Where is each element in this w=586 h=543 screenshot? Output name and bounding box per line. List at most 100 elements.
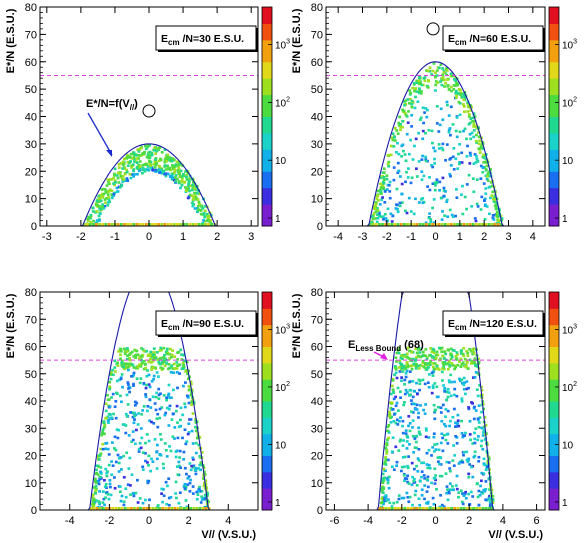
heatmap-cell bbox=[384, 494, 388, 497]
heatmap-cell bbox=[433, 157, 436, 161]
heatmap-cell bbox=[136, 148, 140, 151]
heatmap-cell bbox=[404, 375, 408, 379]
heatmap-cell bbox=[165, 406, 169, 410]
x-tick-label: -4 bbox=[333, 231, 343, 243]
heatmap-cell bbox=[427, 448, 431, 452]
y-axis-title: E*/N (E.S.U.) bbox=[291, 8, 303, 73]
heatmap-cell bbox=[186, 377, 190, 381]
heatmap-cell bbox=[466, 460, 470, 464]
heatmap-cell bbox=[385, 477, 389, 481]
heatmap-cell bbox=[405, 352, 409, 356]
heatmap-cell bbox=[435, 442, 439, 446]
heatmap-cell bbox=[470, 105, 473, 109]
heatmap-cell bbox=[404, 159, 408, 163]
heatmap-cell bbox=[451, 123, 455, 126]
heatmap-cell bbox=[155, 417, 159, 420]
heatmap-cell bbox=[470, 465, 473, 469]
heatmap-cell bbox=[431, 165, 435, 169]
heatmap-cell bbox=[200, 212, 204, 216]
heatmap-cell bbox=[191, 188, 194, 192]
heatmap-cell bbox=[462, 129, 465, 133]
heatmap-cell bbox=[134, 491, 138, 495]
heatmap-cell bbox=[382, 218, 385, 221]
y-tick-label: 10 bbox=[311, 194, 323, 206]
heatmap-cell bbox=[139, 365, 143, 368]
heatmap-cell bbox=[460, 363, 464, 366]
heatmap-cell bbox=[431, 446, 435, 449]
heatmap-cell bbox=[102, 192, 106, 196]
heatmap-cell bbox=[173, 426, 177, 429]
colorbar-segment bbox=[549, 28, 559, 35]
heatmap-cell bbox=[130, 473, 134, 476]
heatmap-cell bbox=[424, 159, 428, 163]
heatmap-cell bbox=[381, 477, 385, 480]
heatmap-cell bbox=[396, 203, 399, 207]
heatmap-cell bbox=[111, 392, 115, 396]
heatmap-cell bbox=[446, 409, 450, 413]
heatmap-cell bbox=[378, 507, 381, 510]
heatmap-cell bbox=[114, 416, 118, 420]
heatmap-cell bbox=[124, 431, 128, 435]
colorbar-segment bbox=[549, 67, 559, 74]
heatmap-cell bbox=[117, 166, 121, 169]
heatmap-cell bbox=[145, 375, 149, 378]
heatmap-cell bbox=[448, 482, 452, 485]
heatmap-cell bbox=[98, 507, 102, 510]
heatmap-cell bbox=[158, 167, 161, 171]
heatmap-cell bbox=[420, 170, 424, 173]
heatmap-cell bbox=[419, 92, 423, 95]
heatmap-cell bbox=[398, 370, 402, 373]
heatmap-cell bbox=[395, 360, 398, 363]
colorbar-segment bbox=[262, 89, 272, 96]
heatmap-cell bbox=[378, 203, 382, 206]
heatmap-cell bbox=[151, 507, 155, 510]
heatmap-cell bbox=[415, 408, 419, 411]
heatmap-cell bbox=[182, 353, 186, 357]
heatmap-cell bbox=[429, 359, 433, 363]
y-tick-label: 60 bbox=[311, 342, 323, 354]
heatmap-cell bbox=[403, 401, 406, 404]
heatmap-cell bbox=[395, 351, 399, 355]
colorbar-segment bbox=[549, 127, 559, 134]
heatmap-cell bbox=[94, 202, 98, 205]
heatmap-cell bbox=[452, 349, 456, 352]
heatmap-cell bbox=[462, 388, 466, 391]
heatmap-cell bbox=[108, 380, 111, 384]
heatmap-cell bbox=[147, 373, 151, 377]
heatmap-cell bbox=[112, 176, 116, 180]
heatmap-cell bbox=[430, 129, 434, 133]
colorbar-label-exp: 3 bbox=[573, 323, 577, 330]
heatmap-cell bbox=[167, 477, 171, 480]
heatmap-cell bbox=[395, 460, 399, 464]
heatmap-cell bbox=[415, 79, 419, 83]
heatmap-cell bbox=[387, 436, 390, 440]
heatmap-cell bbox=[127, 434, 131, 437]
heatmap-cell bbox=[481, 447, 485, 451]
heatmap-cell bbox=[422, 174, 426, 178]
heatmap-cell bbox=[397, 507, 400, 510]
heatmap-cell bbox=[420, 158, 424, 161]
heatmap-cell bbox=[146, 369, 149, 372]
heatmap-cell bbox=[375, 213, 379, 216]
heatmap-cell bbox=[396, 171, 400, 175]
heatmap-cell bbox=[480, 426, 484, 430]
heatmap-cell bbox=[376, 209, 380, 213]
heatmap-cell bbox=[202, 219, 205, 222]
heatmap-cell bbox=[467, 406, 470, 409]
heatmap-cell bbox=[407, 196, 411, 200]
heatmap-cell bbox=[396, 210, 400, 214]
heatmap-cell bbox=[410, 364, 413, 367]
y-tick-label: 50 bbox=[25, 369, 37, 381]
heatmap-cell bbox=[194, 223, 198, 226]
heatmap-cell bbox=[484, 187, 488, 190]
heatmap-cell bbox=[142, 405, 146, 408]
heatmap-cell bbox=[108, 405, 112, 408]
colorbar-segment bbox=[262, 330, 272, 337]
heatmap-cell bbox=[440, 146, 444, 150]
x-tick-label: -3 bbox=[42, 231, 52, 243]
heatmap-cell bbox=[163, 353, 166, 357]
heatmap-cell bbox=[484, 488, 488, 491]
heatmap-cell bbox=[106, 193, 110, 196]
heatmap-cell bbox=[490, 194, 494, 197]
heatmap-cell bbox=[412, 402, 415, 405]
